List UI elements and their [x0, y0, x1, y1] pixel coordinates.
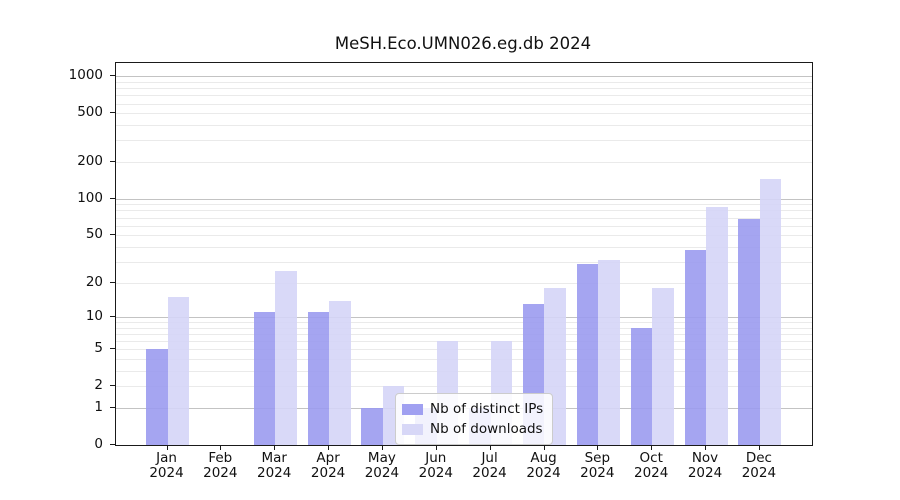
y-tick — [110, 197, 115, 199]
bar-distinct-ips — [576, 263, 599, 445]
x-tick-label: Jun 2024 — [418, 450, 453, 481]
y-tick — [110, 112, 115, 114]
bar-distinct-ips — [253, 312, 276, 445]
minor-gridline — [116, 81, 812, 83]
x-tick-label: Oct 2024 — [634, 450, 669, 481]
y-tick-label: 1 — [94, 399, 103, 415]
legend-item-downloads: Nb of downloads — [402, 419, 543, 439]
x-tick-label: Apr 2024 — [310, 450, 346, 481]
chart-title: MeSH.Eco.UMN026.eg.db 2024 — [334, 34, 592, 53]
y-tick-label: 50 — [85, 226, 103, 243]
major-gridline — [116, 317, 812, 318]
bar-distinct-ips — [307, 312, 330, 445]
bar-downloads — [167, 297, 189, 445]
distinct-ips-swatch — [402, 403, 423, 415]
minor-gridline — [116, 386, 812, 388]
y-tick — [110, 348, 115, 350]
minor-gridline — [116, 210, 812, 212]
y-tick — [110, 234, 115, 236]
x-tick-label: Sep 2024 — [580, 450, 615, 481]
major-gridline — [116, 76, 812, 78]
bar-distinct-ips — [630, 327, 653, 445]
y-tick — [110, 281, 115, 283]
minor-gridline — [116, 225, 812, 227]
x-tick-label: Jan 2024 — [149, 450, 184, 481]
x-tick — [543, 445, 545, 450]
minor-gridline — [116, 125, 812, 127]
minor-gridline — [116, 349, 812, 351]
major-gridline — [116, 198, 812, 200]
minor-gridline — [116, 95, 812, 97]
y-tick-label: 20 — [85, 273, 103, 290]
bar-distinct-ips — [738, 219, 760, 445]
minor-gridline — [116, 334, 812, 335]
bar-downloads — [706, 207, 728, 445]
x-tick — [651, 445, 653, 450]
minor-gridline — [116, 371, 812, 372]
bar-downloads — [329, 300, 351, 445]
legend-label: Nb of distinct IPs — [430, 401, 544, 417]
x-tick-label: May 2024 — [364, 450, 400, 481]
x-tick-label: Nov 2024 — [687, 450, 723, 481]
bar-downloads — [652, 287, 674, 445]
plot-area: Nb of distinct IPs Nb of downloads — [115, 62, 813, 446]
x-tick — [381, 445, 383, 450]
minor-gridline — [116, 261, 812, 263]
x-tick — [489, 445, 491, 450]
minor-gridline — [116, 246, 812, 248]
y-tick-label: 10 — [85, 308, 103, 324]
bar-downloads — [275, 271, 297, 445]
minor-gridline — [116, 113, 812, 115]
y-tick-label: 5 — [94, 340, 103, 357]
x-tick-label: Jul 2024 — [472, 450, 507, 481]
y-tick-label: 0 — [94, 436, 103, 452]
downloads-swatch — [402, 423, 423, 435]
x-tick — [597, 445, 599, 450]
minor-gridline — [116, 204, 812, 206]
x-tick — [705, 445, 706, 450]
minor-gridline — [116, 341, 812, 343]
minor-gridline — [116, 217, 812, 219]
minor-gridline — [116, 88, 812, 90]
bar-distinct-ips — [361, 408, 383, 445]
y-tick — [110, 160, 115, 162]
y-tick — [110, 407, 115, 408]
x-tick-label: Aug 2024 — [526, 450, 561, 481]
y-tick-label: 2 — [94, 377, 103, 394]
y-tick-label: 500 — [77, 104, 103, 121]
bar-distinct-ips — [684, 249, 706, 445]
minor-gridline — [116, 235, 812, 237]
minor-gridline — [116, 359, 812, 361]
legend: Nb of distinct IPs Nb of downloads — [395, 393, 554, 445]
minor-gridline — [116, 140, 812, 142]
y-tick-label: 200 — [77, 152, 103, 169]
x-tick — [435, 445, 437, 450]
x-tick — [328, 445, 330, 450]
bar-downloads — [759, 179, 782, 445]
legend-label: Nb of downloads — [430, 421, 543, 437]
y-tick-label: 100 — [77, 189, 103, 206]
minor-gridline — [116, 161, 812, 163]
y-tick — [110, 385, 115, 387]
y-tick — [110, 75, 115, 77]
minor-gridline — [116, 282, 812, 284]
minor-gridline — [116, 103, 812, 105]
x-tick-label: Mar 2024 — [257, 450, 292, 481]
x-tick-label: Feb 2024 — [203, 450, 238, 481]
minor-gridline — [116, 327, 812, 329]
y-tick-label: 1000 — [68, 67, 103, 84]
bar-downloads — [598, 260, 620, 445]
x-tick — [220, 445, 222, 450]
x-tick — [166, 445, 168, 450]
legend-item-distinct-ips: Nb of distinct IPs — [402, 399, 543, 419]
y-tick — [110, 316, 115, 317]
bar-distinct-ips — [146, 349, 168, 445]
x-tick — [758, 445, 760, 450]
x-tick-label: Dec 2024 — [741, 450, 777, 481]
minor-gridline — [116, 322, 812, 324]
y-tick — [110, 444, 115, 445]
x-tick — [274, 445, 276, 450]
